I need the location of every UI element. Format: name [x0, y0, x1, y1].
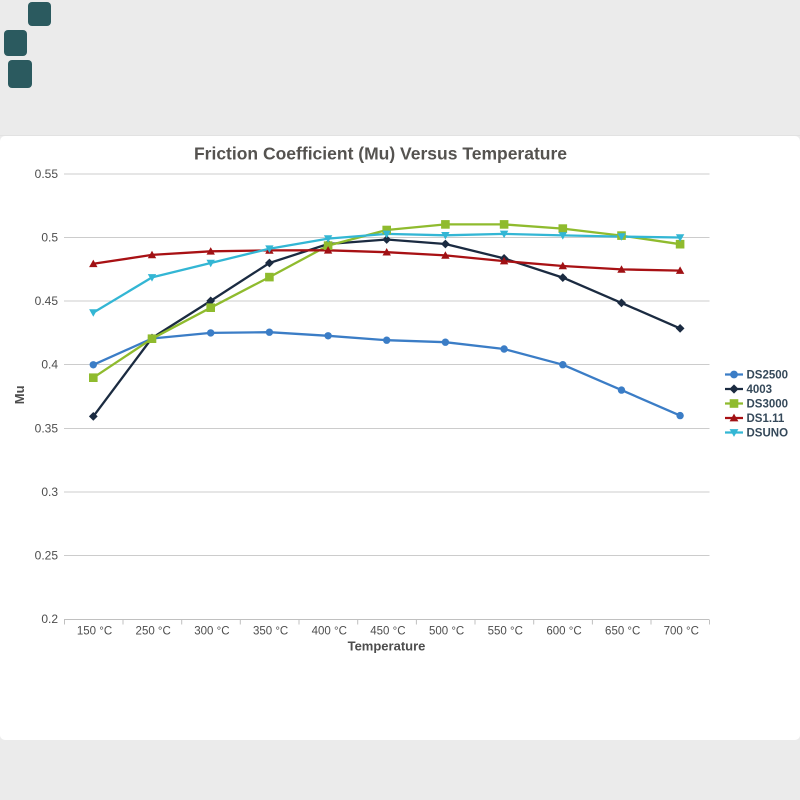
- svg-text:Temperature: Temperature: [348, 639, 426, 654]
- svg-text:500 °C: 500 °C: [429, 626, 464, 638]
- svg-text:0.55: 0.55: [35, 167, 59, 181]
- svg-text:250 °C: 250 °C: [136, 626, 171, 638]
- svg-text:Mu: Mu: [12, 385, 27, 404]
- svg-text:700 °C: 700 °C: [664, 626, 699, 638]
- svg-text:400 °C: 400 °C: [312, 626, 347, 638]
- svg-text:0.4: 0.4: [41, 358, 58, 372]
- svg-text:0.3: 0.3: [41, 485, 58, 499]
- svg-text:0.5: 0.5: [41, 231, 58, 245]
- svg-text:0.2: 0.2: [41, 612, 58, 626]
- svg-text:550 °C: 550 °C: [488, 626, 523, 638]
- svg-text:650 °C: 650 °C: [605, 626, 640, 638]
- svg-text:0.35: 0.35: [35, 422, 59, 436]
- svg-text:600 °C: 600 °C: [546, 626, 581, 638]
- svg-text:DS2500: DS2500: [747, 370, 789, 382]
- svg-text:4003: 4003: [747, 384, 773, 396]
- svg-text:450 °C: 450 °C: [370, 626, 405, 638]
- svg-text:0.25: 0.25: [35, 549, 59, 563]
- svg-text:DS1.11: DS1.11: [747, 413, 785, 425]
- svg-text:DSUNO: DSUNO: [747, 428, 789, 440]
- svg-text:Friction Coefficient (Mu) Vers: Friction Coefficient (Mu) Versus Tempera…: [194, 144, 567, 164]
- svg-text:150 °C: 150 °C: [77, 626, 112, 638]
- svg-text:0.45: 0.45: [35, 294, 59, 308]
- svg-text:350 °C: 350 °C: [253, 626, 288, 638]
- svg-text:300 °C: 300 °C: [194, 626, 229, 638]
- svg-text:DS3000: DS3000: [747, 399, 789, 411]
